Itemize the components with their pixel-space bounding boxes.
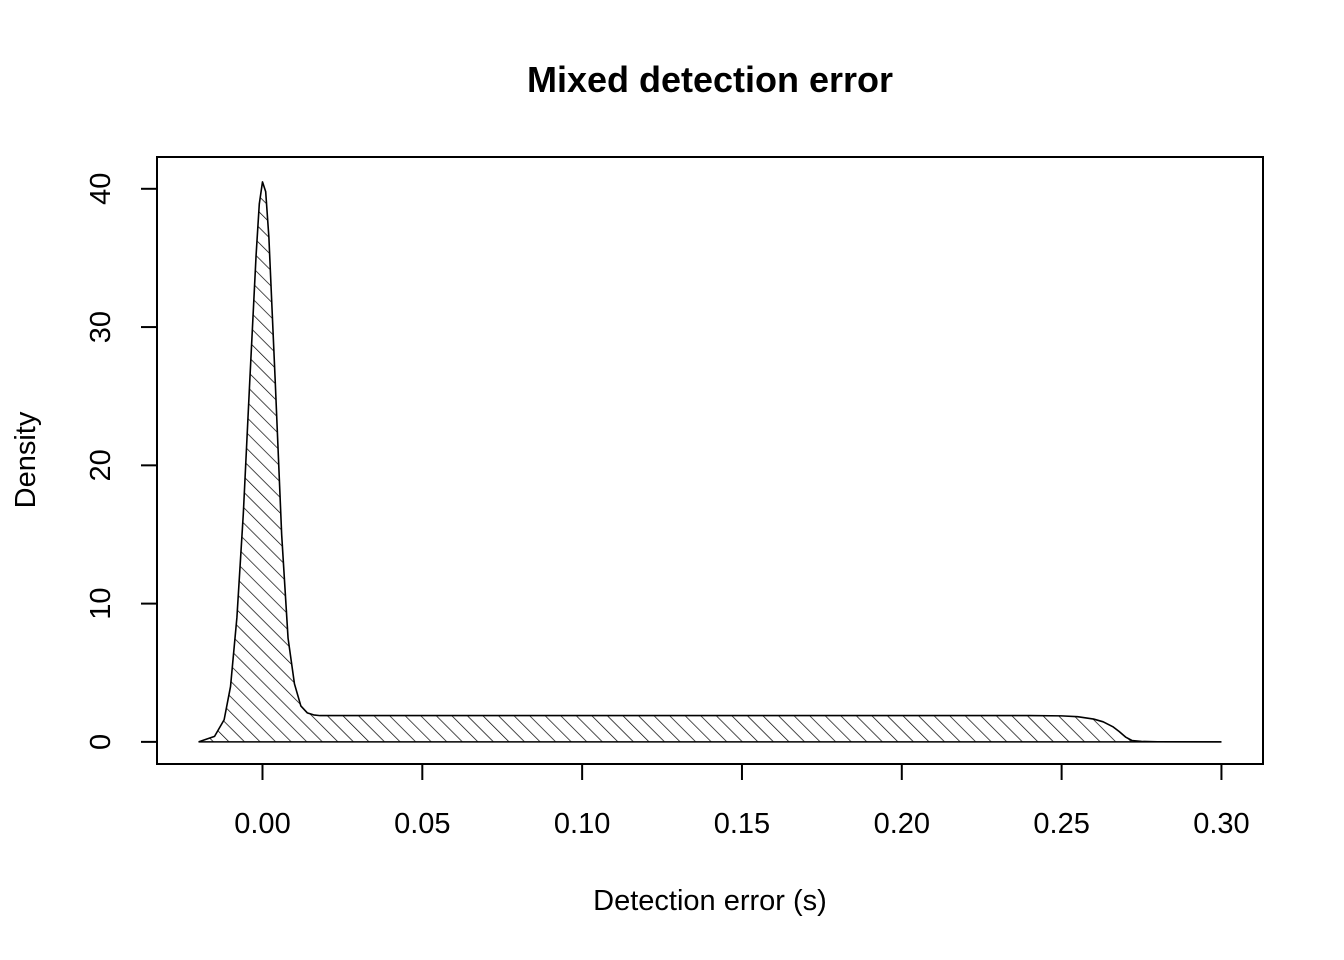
y-tick-label: 10 bbox=[85, 587, 117, 619]
data-layer bbox=[198, 181, 1222, 743]
x-tick-label: 0.00 bbox=[234, 808, 290, 840]
x-tick-label: 0.25 bbox=[1033, 808, 1089, 840]
x-tick-label: 0.10 bbox=[554, 808, 610, 840]
x-tick-label: 0.05 bbox=[394, 808, 450, 840]
x-tick-label: 0.20 bbox=[874, 808, 930, 840]
y-axis-label: Density bbox=[10, 411, 42, 508]
density-area-fill bbox=[198, 181, 1222, 742]
x-axis-ticks: 0.00 0.05 0.10 0.15 0.20 0.25 0.30 bbox=[234, 764, 1250, 840]
y-tick-label: 0 bbox=[85, 734, 117, 750]
y-tick-label: 20 bbox=[85, 449, 117, 481]
density-curve bbox=[198, 181, 1222, 743]
y-tick-label: 40 bbox=[85, 173, 117, 205]
y-axis-ticks: 0 10 20 30 40 bbox=[85, 173, 157, 750]
chart-title: Mixed detection error bbox=[527, 59, 893, 100]
x-tick-label: 0.15 bbox=[714, 808, 770, 840]
plot-frame bbox=[156, 156, 1264, 765]
x-tick-label: 0.30 bbox=[1193, 808, 1249, 840]
y-tick-label: 30 bbox=[85, 311, 117, 343]
x-axis-label: Detection error (s) bbox=[593, 885, 827, 917]
